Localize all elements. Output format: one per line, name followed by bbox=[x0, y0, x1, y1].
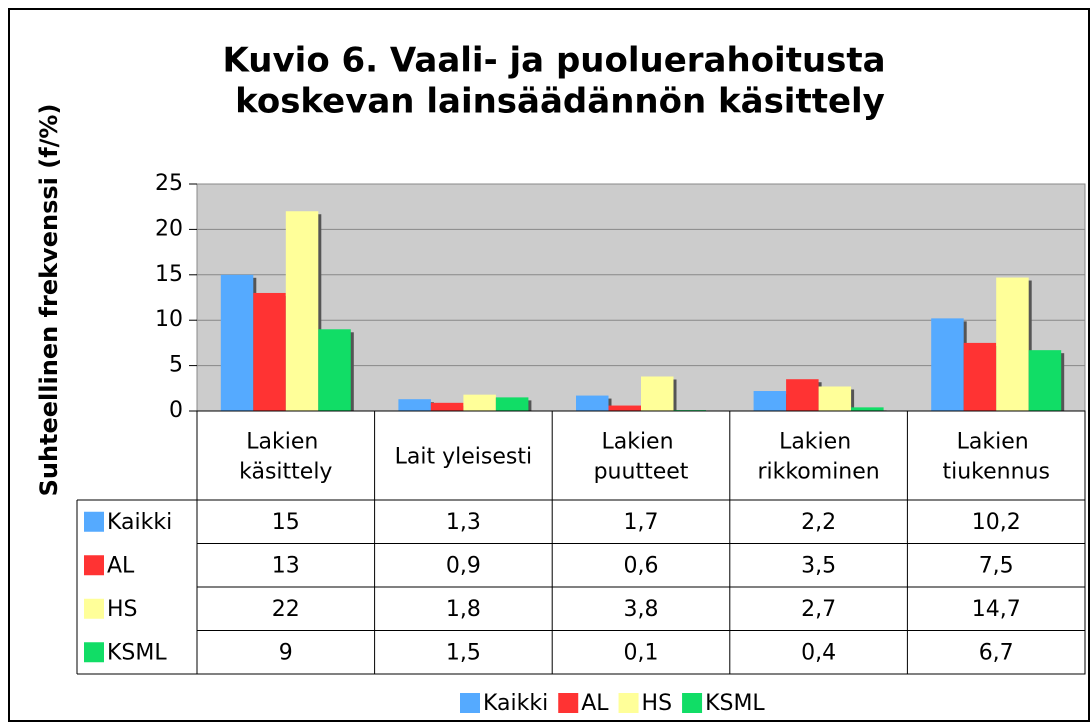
bar bbox=[220, 274, 254, 411]
table-value: 3,5 bbox=[801, 553, 836, 578]
bar bbox=[931, 318, 964, 411]
table-value: 2,2 bbox=[801, 510, 836, 535]
bar bbox=[608, 405, 641, 411]
table-value: 1,3 bbox=[446, 510, 481, 535]
table-value: 9 bbox=[279, 640, 293, 665]
bar bbox=[576, 395, 609, 411]
table-value: 10,2 bbox=[972, 510, 1021, 535]
legend-swatch bbox=[84, 598, 104, 619]
bar bbox=[318, 329, 351, 411]
legend-swatch bbox=[84, 642, 104, 663]
y-tick-label: 15 bbox=[155, 262, 183, 287]
bar bbox=[430, 402, 464, 411]
y-tick-label: 10 bbox=[155, 307, 183, 332]
table-value: 0,9 bbox=[446, 553, 481, 578]
x-tick-label: Lakien puutteet bbox=[594, 430, 689, 485]
table-value: 0,6 bbox=[624, 553, 659, 578]
y-tick-label: 20 bbox=[155, 216, 183, 241]
table-value: 3,8 bbox=[624, 597, 659, 622]
chart-title: Kuvio 6. Vaali- ja puoluerahoitusta kosk… bbox=[223, 40, 898, 121]
bar bbox=[463, 394, 496, 411]
table-value: 2,7 bbox=[801, 597, 836, 622]
y-tick-label: 0 bbox=[169, 398, 183, 423]
bar bbox=[398, 399, 431, 411]
table-value: 6,7 bbox=[979, 640, 1014, 665]
bar bbox=[963, 342, 997, 411]
table-value: 1,5 bbox=[446, 640, 481, 665]
y-axis-label: Suhteellinen frekvenssi (f/%) bbox=[35, 104, 63, 497]
table-row-label: HS bbox=[107, 597, 138, 622]
table-value: 0,4 bbox=[801, 640, 836, 665]
legend-swatch bbox=[558, 693, 579, 713]
x-tick-label: Lakien käsittely bbox=[239, 430, 332, 485]
table-value: 14,7 bbox=[972, 597, 1021, 622]
table-row-label: KSML bbox=[107, 640, 167, 665]
table-value: 1,7 bbox=[624, 510, 659, 535]
x-tick-label: Lait yleisesti bbox=[395, 445, 532, 470]
legend-label: KSML bbox=[705, 691, 765, 716]
legend-swatch bbox=[618, 693, 639, 713]
bar bbox=[285, 211, 319, 411]
bar bbox=[753, 391, 787, 411]
x-tick-label: Lakien rikkominen bbox=[757, 430, 879, 485]
legend-swatch bbox=[460, 693, 480, 713]
table-row-label: Kaikki bbox=[107, 510, 172, 535]
legend-label: HS bbox=[642, 691, 673, 716]
table-row-label: AL bbox=[107, 553, 135, 578]
y-tick-label: 5 bbox=[169, 353, 183, 378]
table-value: 13 bbox=[272, 553, 300, 578]
bar bbox=[786, 379, 819, 411]
bar bbox=[253, 292, 286, 411]
bar bbox=[1028, 350, 1062, 411]
legend-swatch bbox=[84, 511, 104, 532]
table-value: 22 bbox=[272, 597, 300, 622]
bar bbox=[641, 376, 674, 411]
table-value: 7,5 bbox=[979, 553, 1014, 578]
bar bbox=[851, 407, 884, 411]
bar bbox=[818, 386, 852, 411]
bar bbox=[996, 277, 1029, 411]
legend-label: AL bbox=[581, 691, 609, 716]
bar bbox=[495, 397, 529, 411]
table-value: 0,1 bbox=[624, 640, 659, 665]
legend-swatch bbox=[682, 693, 703, 713]
table-value: 15 bbox=[272, 510, 300, 535]
legend-swatch bbox=[84, 555, 104, 576]
legend-label: Kaikki bbox=[483, 691, 548, 716]
y-tick-label: 25 bbox=[155, 171, 183, 196]
table-value: 1,8 bbox=[446, 597, 481, 622]
x-tick-label: Lakien tiukennus bbox=[942, 430, 1049, 485]
